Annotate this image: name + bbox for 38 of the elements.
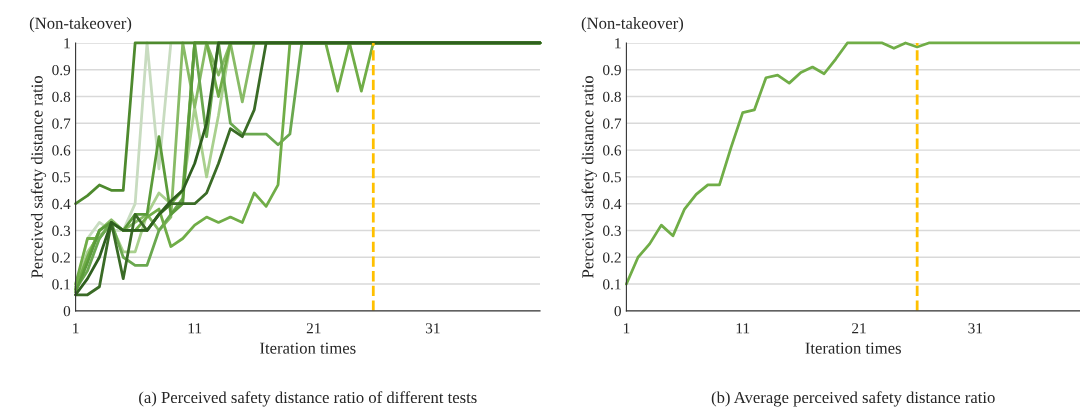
x-tick-label: 21 (306, 323, 321, 334)
x-tick-label: 11 (736, 323, 750, 334)
x-axis-title: Iteration times (805, 342, 901, 354)
y-tick-label: 0.4 (603, 198, 622, 210)
y-tick-label: 0 (63, 305, 71, 317)
y-tick-label: 1 (615, 38, 621, 49)
y-tick-label: 0.6 (52, 145, 71, 156)
y-axis-title: Perceived safety distance ratio (30, 75, 47, 278)
x-tick-label: 31 (968, 323, 983, 334)
text: (b) Average perceived safety distance ratio (711, 391, 995, 407)
y-tick-label: 0.4 (52, 198, 71, 210)
chart-title: (Non-takeover) (581, 17, 684, 33)
x-axis-title: Iteration times (260, 342, 356, 354)
y-tick-label: 0.5 (52, 172, 71, 183)
y-tick-label: 0.5 (603, 172, 621, 183)
y-tick-label: 1 (64, 38, 70, 49)
text: (a) Perceived safety distance ratio of different tests (139, 391, 477, 407)
y-tick-label: 0.7 (52, 118, 71, 129)
y-tick-label: 0.8 (603, 91, 621, 103)
y-tick-label: 0.3 (603, 225, 621, 236)
x-tick-label: 21 (852, 323, 866, 334)
x-tick-label: 1 (73, 323, 79, 334)
y-tick-label: 0.7 (603, 118, 622, 129)
chart-title: (Non-takeover) (29, 17, 132, 33)
y-tick-label: 0.2 (603, 252, 621, 263)
y-tick-label: 0 (614, 305, 621, 317)
y-tick-label: 0.1 (52, 279, 70, 290)
x-tick-label: 31 (425, 323, 440, 334)
y-tick-label: 0.6 (603, 145, 622, 156)
y-tick-label: 0.9 (52, 64, 71, 76)
y-tick-label: 0.1 (603, 279, 621, 290)
y-axis-title: Perceived safety distance ratio (581, 75, 597, 278)
y-tick-label: 0.8 (52, 91, 71, 103)
x-tick-label: 11 (188, 323, 202, 334)
y-tick-label: 0.3 (52, 225, 71, 236)
y-tick-label: 0.9 (603, 64, 621, 76)
y-tick-label: 0.2 (52, 252, 70, 263)
x-tick-label: 1 (623, 323, 630, 334)
